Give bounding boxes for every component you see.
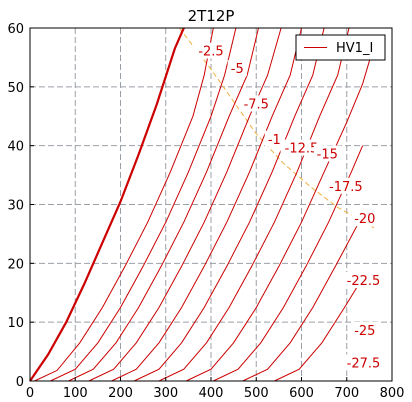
curve-label-background	[264, 130, 284, 147]
y-tick-label: 0	[16, 375, 24, 390]
series-line	[242, 216, 364, 382]
curve-label: -27.5	[347, 356, 381, 371]
series-line	[274, 277, 364, 382]
series-line	[111, 27, 302, 382]
curve-label-background	[351, 321, 379, 338]
curve-label: -2.5	[198, 45, 223, 60]
series-line	[34, 27, 214, 382]
curve-label-background	[313, 145, 341, 162]
curve-label-background	[351, 210, 379, 227]
curve-label: -25	[354, 324, 375, 339]
legend: HV1_I	[295, 34, 386, 61]
x-tick-label: 800	[380, 386, 405, 401]
curve-label-background	[280, 139, 323, 156]
dissipation-limit-line	[178, 27, 375, 229]
x-tick-label: 500	[244, 386, 269, 401]
chart-title: 2T12P	[188, 7, 235, 25]
curve-label: -5	[231, 62, 244, 77]
y-tick-label: 40	[7, 140, 24, 155]
series-line-0v	[29, 27, 185, 382]
curve-label: -20	[354, 212, 375, 227]
x-tick-label: 300	[153, 386, 178, 401]
curve-label-background	[239, 95, 274, 112]
grid-lines	[30, 28, 392, 381]
x-tick-label: 0	[26, 386, 34, 401]
curve-label-background	[227, 60, 247, 77]
series-line	[68, 27, 259, 382]
curve-label-background	[342, 271, 385, 288]
x-axis: 0 100 200 300 400 500 600 700 800	[26, 377, 405, 401]
curve-labels-layer: -2.5 -5 -7.5 -1 -12.5-15 -17.5 -20 -22.5 -25 -27.…	[193, 42, 385, 371]
curve-label: -15	[317, 147, 338, 162]
curve-label: -17.5	[329, 180, 363, 195]
curve-label-background	[324, 177, 367, 194]
legend-entry: HV1_I	[336, 41, 373, 56]
y-tick-label: 30	[7, 199, 24, 214]
x-tick-label: 700	[334, 386, 359, 401]
curve-label: -7.5	[244, 97, 269, 112]
curve-label: -1	[268, 133, 281, 148]
series-line	[50, 27, 237, 382]
y-tick-label: 60	[7, 22, 24, 37]
dissipation-limit-layer	[178, 27, 375, 229]
curve-label-background	[342, 354, 385, 371]
curve-label: -12.5	[285, 142, 319, 157]
x-tick-label: 100	[63, 386, 88, 401]
x-tick-label: 400	[199, 386, 224, 401]
series-line	[158, 27, 350, 382]
y-tick-label: 20	[7, 257, 24, 272]
curve-label-background	[193, 42, 229, 59]
y-axis: 0 10 20 30 40 50 60	[7, 22, 34, 390]
x-tick-label: 600	[289, 386, 314, 401]
curve-label: -22.5	[347, 274, 381, 289]
series-line	[185, 45, 375, 382]
series-line	[133, 27, 325, 382]
y-tick-label: 50	[7, 81, 24, 96]
y-tick-label: 10	[7, 316, 24, 331]
x-tick-label: 200	[108, 386, 133, 401]
